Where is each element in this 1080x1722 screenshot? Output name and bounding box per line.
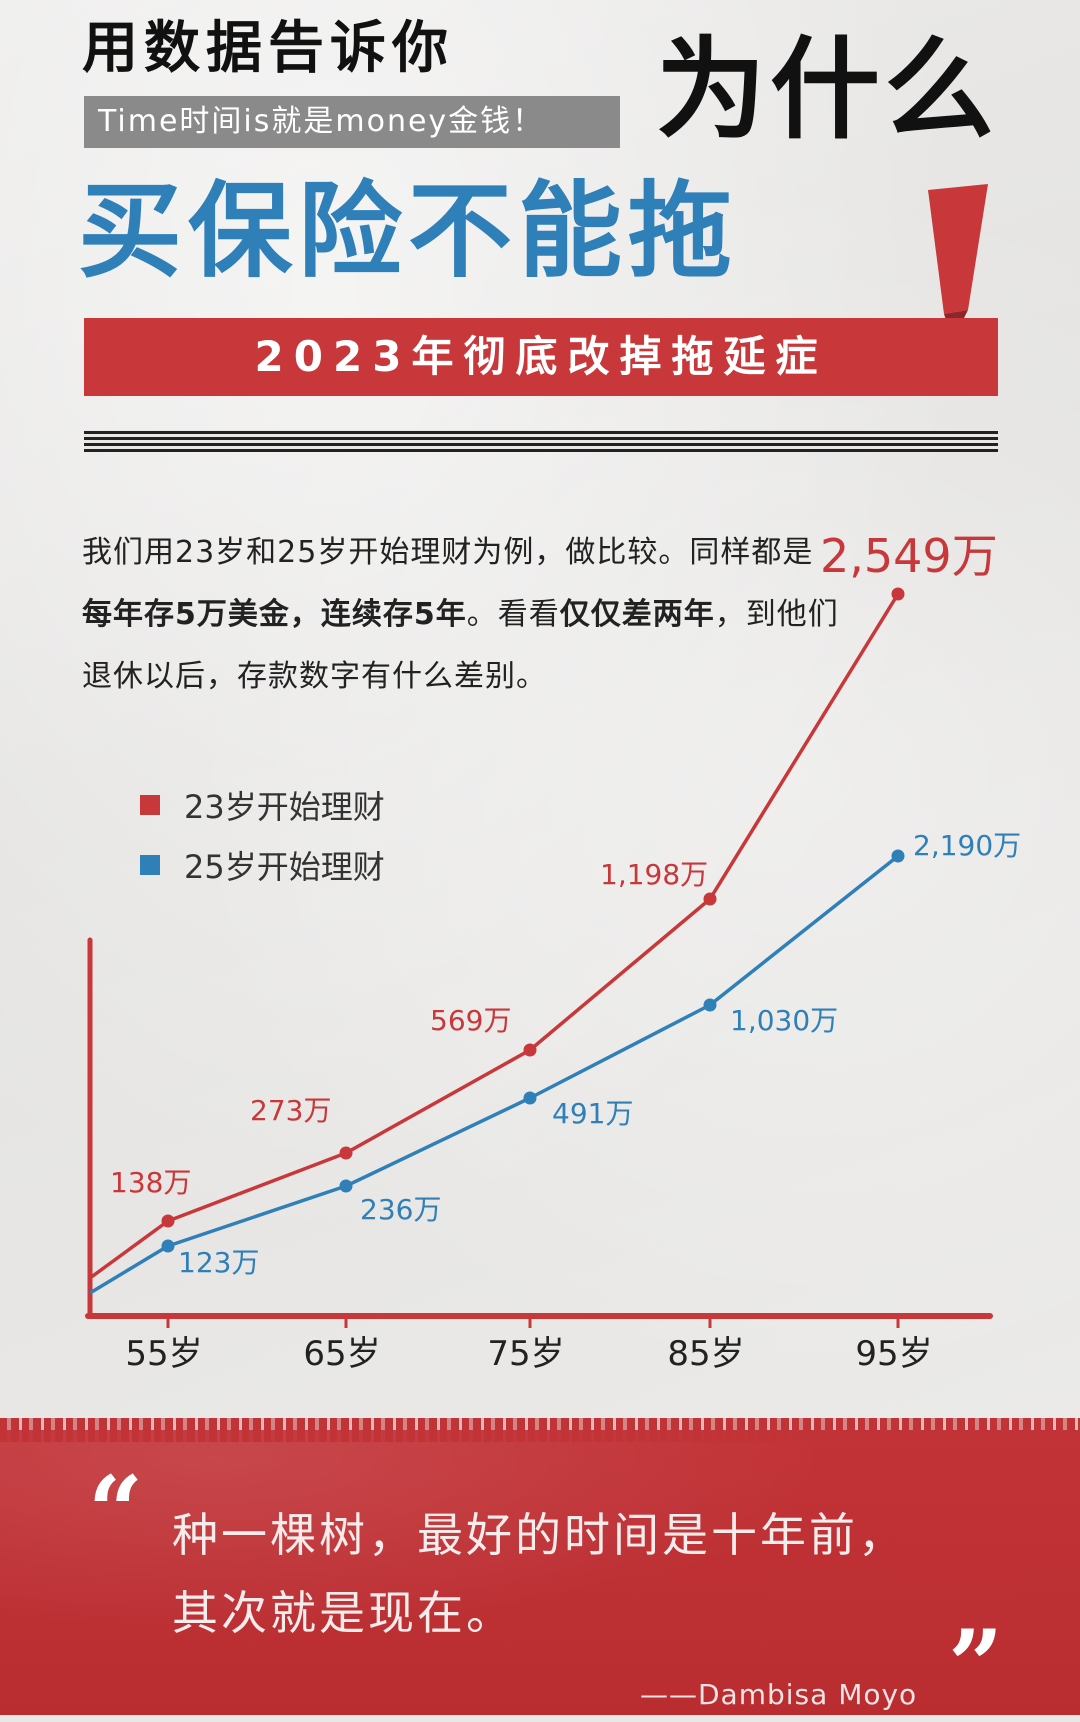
series-2-point-3 xyxy=(523,1091,537,1105)
intro-text-2: 。看看 xyxy=(466,597,560,632)
intro-paragraph: 我们用23岁和25岁开始理财为例，做比较。同样都是每年存5万美金，连续存5年。看… xyxy=(82,522,842,708)
legend-swatch-23 xyxy=(140,795,160,815)
headline-line3: 买保险不能拖 xyxy=(78,170,739,292)
series-1-point-4 xyxy=(703,892,717,906)
legend-label-25: 25岁开始理财 xyxy=(184,848,385,886)
subtitle-banner: Time时间is就是money金钱！ xyxy=(84,96,620,148)
series-2-point-5 xyxy=(891,849,905,863)
headline-line2: 为什么 xyxy=(656,26,998,154)
quote-line-1: 种一棵树，最好的时间是十年前， xyxy=(172,1508,907,1562)
divider-rule xyxy=(84,430,998,452)
legend-item-25: 25岁开始理财 xyxy=(140,835,385,895)
intro-text-1: 我们用23岁和25岁开始理财为例，做比较。同样都是 xyxy=(82,535,814,570)
series-1-point-5 xyxy=(891,587,905,601)
series-2-label-4: 1,030万 xyxy=(730,1004,838,1037)
intro-bold-1: 每年存5万美金，连续存5年 xyxy=(82,597,467,632)
paper-background xyxy=(0,0,1080,1430)
x-tick-label-5: 95岁 xyxy=(855,1334,932,1374)
line-chart: 55岁 65岁 75岁 85岁 95岁 138万 273万 569万 1,198万 2,549万 1… xyxy=(85,529,1021,1374)
x-tick-label-4: 85岁 xyxy=(667,1334,744,1374)
series-1-label-3: 569万 xyxy=(430,1004,511,1037)
x-tick-label-1: 55岁 xyxy=(125,1334,202,1374)
intro-bold-2: 仅仅差两年 xyxy=(559,597,715,632)
series-2-label-3: 491万 xyxy=(552,1097,633,1130)
series-2-point-2 xyxy=(339,1179,353,1193)
legend-item-23: 23岁开始理财 xyxy=(140,775,385,835)
legend-label-23: 23岁开始理财 xyxy=(184,788,385,826)
quote-panel: “ 种一棵树，最好的时间是十年前， 其次就是现在。 ” ——Dambisa Mo… xyxy=(0,1418,1080,1722)
quote-open-mark: “ xyxy=(88,1455,144,1568)
x-tick-label-2: 65岁 xyxy=(303,1334,380,1374)
headline-line1: 用数据告诉你 xyxy=(82,16,454,81)
banner-2023: 2023年彻底改掉拖延症 xyxy=(84,318,998,396)
series-1-label-1: 138万 xyxy=(110,1166,191,1199)
series-line-1 xyxy=(88,593,900,1280)
quote-close-mark: ” xyxy=(948,1609,1004,1722)
legend-swatch-25 xyxy=(140,855,160,875)
series-2-label-2: 236万 xyxy=(360,1193,441,1226)
series-2-label-1: 123万 xyxy=(178,1246,259,1279)
series-2-label-5: 2,190万 xyxy=(913,829,1021,862)
series-line-2 xyxy=(89,854,900,1295)
x-tick-label-3: 75岁 xyxy=(487,1334,564,1374)
series-1-label-5: 2,549万 xyxy=(820,529,998,583)
series-1-label-4: 1,198万 xyxy=(600,858,708,891)
series-1-label-2: 273万 xyxy=(250,1094,331,1127)
quote-line-2: 其次就是现在。 xyxy=(172,1586,515,1640)
series-1-point-2 xyxy=(339,1146,353,1160)
intro-text-3: ，到他们退休以后，存款数字有什么差别。 xyxy=(82,597,839,694)
chart-legend: 23岁开始理财 25岁开始理财 xyxy=(140,775,385,895)
series-1-point-3 xyxy=(523,1043,537,1057)
quote-text: 种一棵树，最好的时间是十年前， 其次就是现在。 xyxy=(172,1496,907,1652)
series-2-point-1 xyxy=(161,1239,175,1253)
series-2-point-4 xyxy=(703,998,717,1012)
series-1-point-1 xyxy=(161,1214,175,1228)
quote-author: ——Dambisa Moyo xyxy=(640,1678,918,1711)
